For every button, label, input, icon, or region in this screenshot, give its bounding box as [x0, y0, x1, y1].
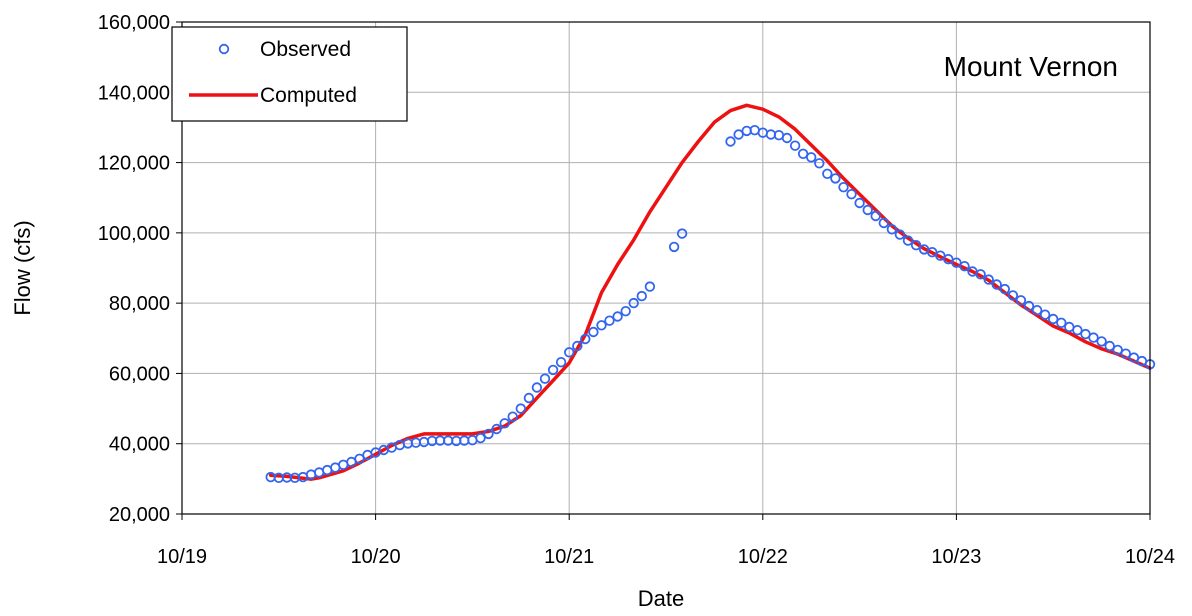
observed-point	[789, 140, 801, 151]
observed-point	[555, 357, 567, 368]
x-tick-label: 10/23	[931, 546, 981, 568]
plot-frame	[181, 21, 1151, 515]
observed-point	[862, 204, 873, 216]
observed-point	[354, 453, 365, 465]
observed-point	[822, 168, 833, 180]
observed-point	[564, 347, 575, 358]
x-tick-label: 10/22	[738, 546, 788, 568]
observed-point	[547, 364, 559, 376]
x-axis-ticks: 10/19 10/20 10/21 10/22 10/23 10/24	[157, 514, 1175, 568]
observed-point	[483, 428, 494, 440]
observed-point	[878, 217, 890, 229]
observed-point	[539, 373, 551, 384]
observed-point	[1023, 300, 1035, 312]
legend-computed-label: Computed	[260, 84, 357, 107]
observed-point	[725, 136, 736, 147]
observed-point	[491, 423, 502, 435]
legend-observed-marker	[218, 43, 230, 55]
y-tick-label: 20,000	[109, 504, 170, 526]
y-tick-label: 120,000	[98, 153, 170, 175]
observed-point	[588, 326, 599, 338]
y-axis-ticks: 20,000 40,000 60,000 80,000 100,000 120,000 14…	[98, 12, 182, 526]
legend: Observed Computed	[171, 26, 408, 122]
observed-point	[1007, 290, 1019, 301]
observed-point	[507, 411, 518, 422]
observed-point	[902, 235, 914, 246]
observed-point	[781, 132, 793, 144]
observed-point	[1039, 309, 1051, 320]
observed-point	[499, 418, 510, 429]
y-tick-label: 100,000	[98, 223, 170, 245]
site-annotation: Mount Vernon	[944, 51, 1118, 82]
observed-point	[596, 320, 607, 331]
x-tick-label: 10/20	[351, 546, 401, 568]
observed-point	[620, 306, 631, 317]
gridlines	[182, 22, 1150, 514]
y-axis-title: Flow (cfs)	[10, 220, 35, 315]
observed-point	[628, 297, 639, 309]
observed-point	[1031, 305, 1043, 316]
legend-box	[171, 26, 408, 122]
observed-point	[806, 152, 817, 163]
observed-point	[1112, 344, 1123, 356]
observed-point	[572, 340, 583, 352]
observed-point	[1015, 295, 1027, 306]
observed-point	[733, 129, 744, 140]
observed-point	[1072, 325, 1083, 336]
observed-point	[886, 224, 898, 235]
observed-point	[991, 279, 1002, 290]
observed-point	[854, 197, 865, 209]
x-tick-label: 10/24	[1125, 546, 1175, 568]
observed-point	[636, 290, 648, 302]
observed-point	[1104, 340, 1115, 352]
y-tick-label: 60,000	[109, 363, 170, 385]
observed-point	[846, 188, 857, 200]
y-tick-label: 40,000	[109, 434, 170, 456]
observed-point	[999, 283, 1011, 295]
observed-point	[668, 241, 680, 253]
observed-point	[612, 311, 623, 322]
x-tick-label: 10/21	[544, 546, 594, 568]
observed-point	[1120, 348, 1132, 359]
observed-point	[676, 228, 688, 239]
observed-point	[580, 333, 591, 345]
observed-point	[644, 281, 656, 292]
observed-point	[975, 269, 986, 280]
observed-point	[1088, 332, 1099, 343]
observed-point	[910, 239, 922, 251]
observed-point	[838, 181, 849, 193]
y-tick-label: 80,000	[109, 293, 170, 315]
observed-point	[983, 274, 994, 285]
observed-point	[604, 315, 615, 326]
observed-point	[531, 382, 543, 393]
x-tick-label: 10/19	[157, 546, 207, 568]
observed-point	[894, 229, 906, 240]
observed-point	[1056, 317, 1067, 329]
observed-point	[515, 403, 527, 414]
y-tick-label: 160,000	[98, 12, 170, 34]
observed-point	[870, 210, 881, 222]
legend-observed-label: Observed	[260, 38, 351, 61]
observed-point	[1096, 336, 1107, 347]
x-axis-title: Date	[638, 586, 684, 611]
observed-point	[523, 392, 535, 404]
observed-point	[830, 173, 841, 184]
observed-point	[475, 432, 486, 444]
y-tick-label: 140,000	[98, 82, 170, 104]
observed-point	[814, 158, 825, 169]
observed-point	[1047, 313, 1059, 325]
observed-point	[959, 261, 970, 272]
observed-series	[265, 124, 1156, 484]
